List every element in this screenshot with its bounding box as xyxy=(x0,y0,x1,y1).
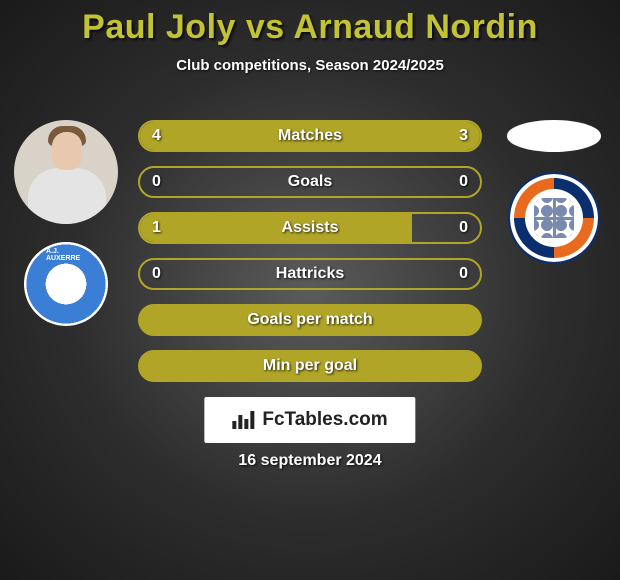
stat-bar-goals: Goals 0 0 xyxy=(138,166,482,198)
infographic-root: Paul Joly vs Arnaud Nordin Club competit… xyxy=(0,0,620,580)
stat-bar-right-value: 0 xyxy=(459,219,468,237)
stat-bar-label: Goals xyxy=(288,173,332,191)
source-logo-text: FcTables.com xyxy=(262,409,387,431)
stat-bar-left-value: 0 xyxy=(152,173,161,191)
subtitle: Club competitions, Season 2024/2025 xyxy=(0,57,620,74)
stat-bar-right-value: 0 xyxy=(459,173,468,191)
stat-bar-left-value: 4 xyxy=(152,127,161,145)
stat-bar-assists: Assists 1 0 xyxy=(138,212,482,244)
source-logo: FcTables.com xyxy=(204,397,415,443)
stat-bar-goals-per-match: Goals per match xyxy=(138,304,482,336)
left-player-column: A.J. AUXERRE xyxy=(6,120,126,326)
stat-bar-label: Goals per match xyxy=(247,311,372,329)
stat-bar-left-value: 0 xyxy=(152,265,161,283)
comparison-chart: Matches43Goals00Assists10Hattricks00Goal… xyxy=(138,120,482,396)
stat-bar-left-fill xyxy=(140,214,412,242)
left-player-photo xyxy=(14,120,118,224)
stat-bar-label: Matches xyxy=(278,127,342,145)
stat-bar-label: Assists xyxy=(282,219,339,237)
stat-bar-label: Min per goal xyxy=(263,357,357,375)
stat-bar-right-value: 3 xyxy=(459,127,468,145)
stat-bar-right-fill xyxy=(334,122,480,150)
stat-bar-right-value: 0 xyxy=(459,265,468,283)
right-club-badge xyxy=(510,174,598,262)
left-club-badge: A.J. AUXERRE xyxy=(24,242,108,326)
right-player-column xyxy=(494,120,614,262)
right-player-photo xyxy=(507,120,601,152)
stat-bar-left-value: 1 xyxy=(152,219,161,237)
stat-bar-min-per-goal: Min per goal xyxy=(138,350,482,382)
left-club-badge-label: A.J. AUXERRE xyxy=(46,248,86,262)
date-label: 16 september 2024 xyxy=(238,452,381,470)
stat-bar-label: Hattricks xyxy=(276,265,344,283)
stat-bar-hattricks: Hattricks 0 0 xyxy=(138,258,482,290)
bar-chart-icon xyxy=(232,411,254,429)
page-title: Paul Joly vs Arnaud Nordin xyxy=(0,8,620,47)
stat-bar-matches: Matches 4 3 xyxy=(138,120,482,152)
